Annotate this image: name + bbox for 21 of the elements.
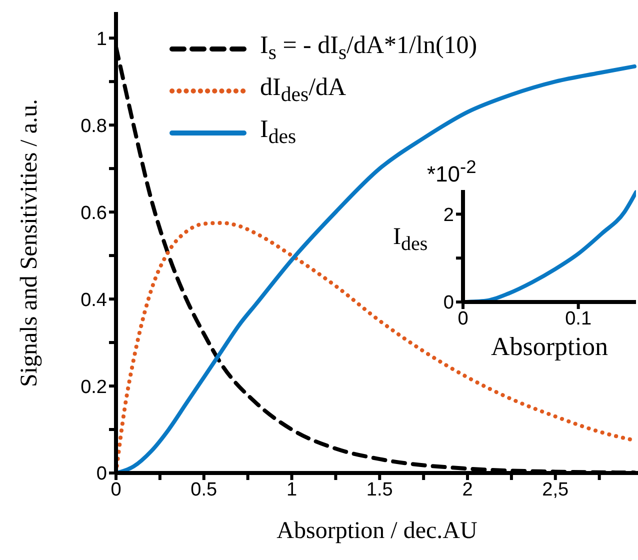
y-tick-label: 1 bbox=[96, 28, 107, 50]
legend-label: I$_{des}$ bbox=[260, 115, 296, 150]
y-tick-label: 0 bbox=[96, 464, 107, 485]
legend-label: I$_{s}$ = - dI$_{s}$/dA*1/ln(10) bbox=[260, 31, 478, 66]
x-tick-label: 1.5 bbox=[366, 479, 393, 500]
x-tick-label: 0.5 bbox=[190, 479, 218, 500]
y-tick-label: 0.6 bbox=[80, 202, 107, 224]
x-tick-label: 0 bbox=[110, 479, 122, 500]
x-tick-label: 0.1 bbox=[565, 308, 592, 330]
y-axis-title: I$_{des}$ bbox=[393, 224, 428, 256]
x-axis-title: Absorption bbox=[490, 332, 609, 362]
x-axis-title: Absorption / dec.AU bbox=[276, 518, 478, 545]
annotation: *10$^{-2}$ bbox=[427, 156, 476, 188]
y-tick-label: 0.2 bbox=[80, 376, 107, 398]
y-axis-title: Signals and Sensitivities / a.u. bbox=[16, 98, 44, 386]
y-tick-label: 0.4 bbox=[80, 290, 108, 311]
x-tick-label: 1 bbox=[286, 479, 298, 500]
legend-label: dI$_{des}$/dA bbox=[260, 73, 346, 108]
x-tick-label: 2,5 bbox=[542, 479, 569, 500]
x-tick-label: 2 bbox=[462, 479, 473, 500]
y-tick-label: 0.8 bbox=[80, 116, 107, 137]
